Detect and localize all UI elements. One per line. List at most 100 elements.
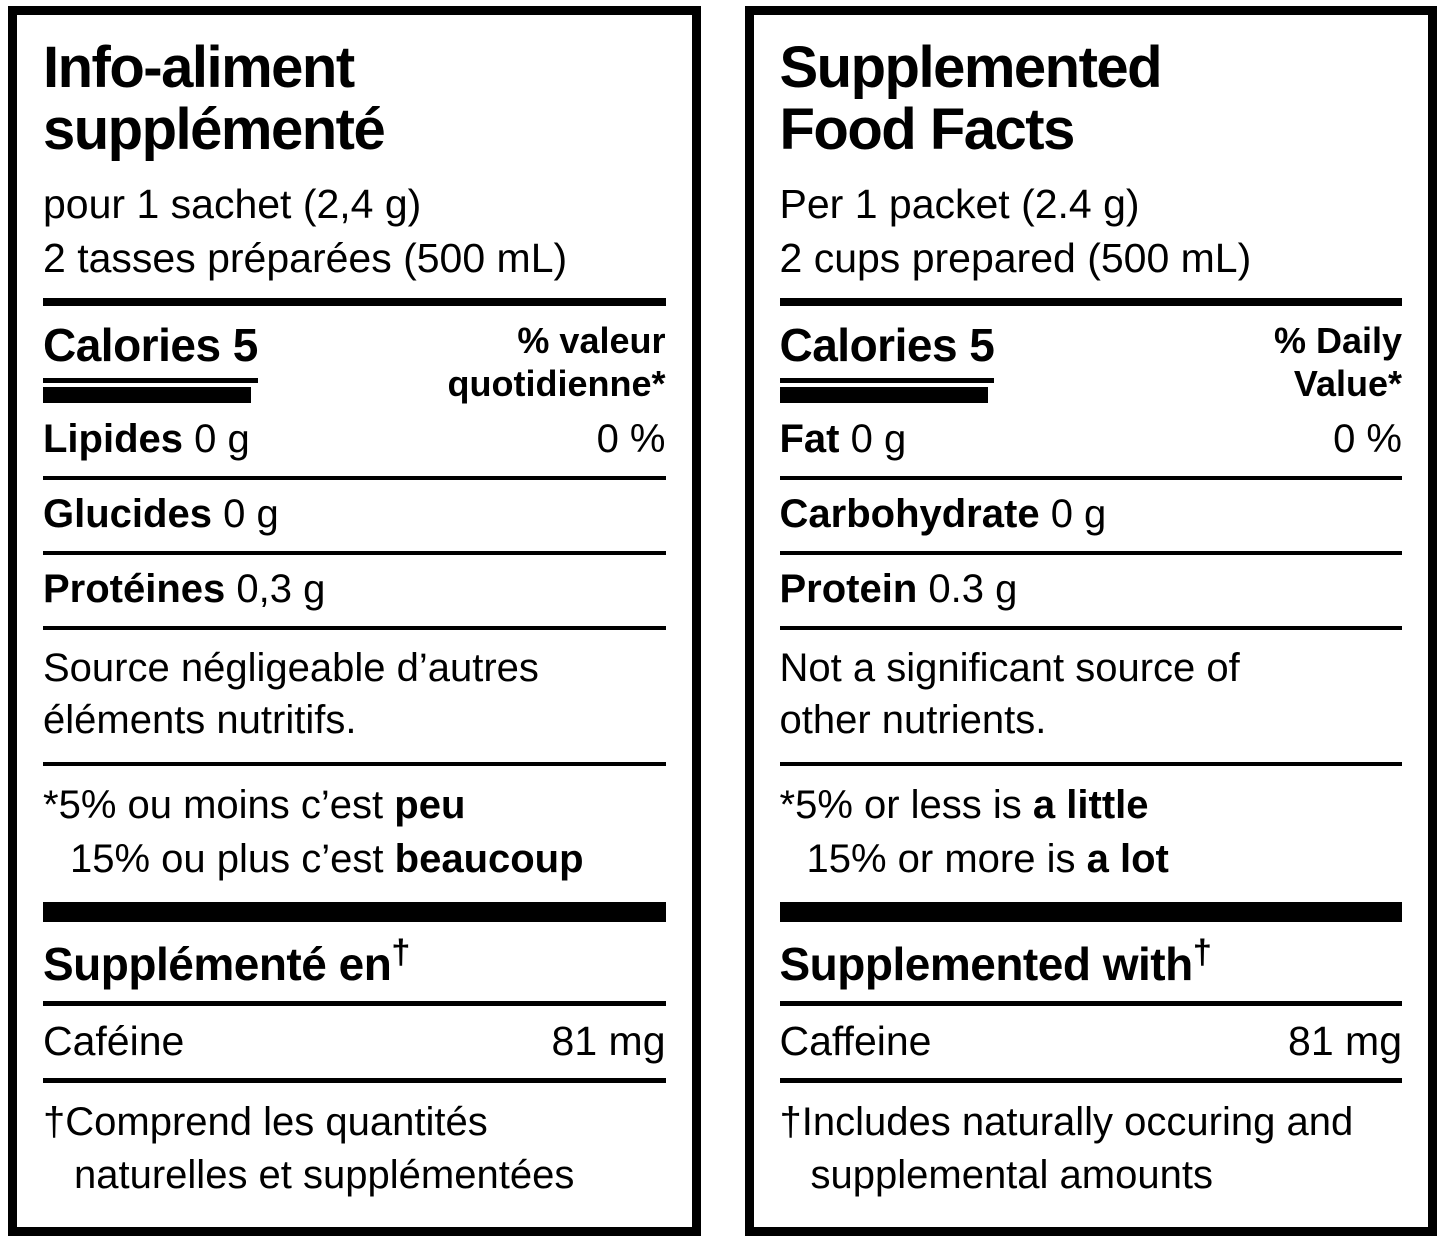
nutrient-name: Fat — [779, 417, 840, 462]
supplement-name: Caféine — [43, 1018, 185, 1065]
dv-header-line: % Daily — [1273, 320, 1402, 362]
calories-thick-bar — [779, 387, 988, 404]
nutrient-label: Protein 0.3 g — [780, 567, 1018, 612]
nutrient-label: Glucides 0 g — [43, 492, 279, 537]
note-line: Source négligeable d’autres — [43, 646, 539, 691]
dagger-note-line: †Includes naturally occuring and — [779, 1100, 1354, 1145]
nutrient-name: Carbohydrate — [779, 492, 1040, 537]
footnote-text: *5% or less is — [779, 783, 1033, 828]
nutrient-row-carbohydrate-en: Carbohydrate 0 g — [780, 480, 1403, 551]
serving-line: Per 1 packet (2.4 g) — [779, 181, 1140, 228]
dagger-footnote-en: †Includes naturally occuring and supplem… — [780, 1083, 1403, 1202]
calories-section-en: Calories 5 % Daily Value* — [779, 318, 1402, 405]
panel-title-en: Supplemented Food Facts — [779, 35, 1403, 163]
daily-value-header-en: % Daily Value* — [1274, 318, 1402, 405]
section-rule — [779, 1078, 1402, 1084]
row-rule — [779, 762, 1402, 767]
header-text: Supplemented with — [779, 938, 1194, 991]
supplemented-with-header-fr: Supplémenté en† — [43, 933, 666, 991]
footnote-text: *5% ou moins c’est — [43, 783, 395, 828]
nutrient-amount: 0 g — [1050, 492, 1107, 537]
dagger-note-line: †Comprend les quantités — [43, 1100, 488, 1145]
serving-line: 2 cups prepared (500 mL) — [779, 235, 1252, 282]
section-rule — [779, 298, 1402, 307]
supplement-name: Caffeine — [779, 1018, 932, 1065]
nutrient-label: Fat 0 g — [780, 417, 907, 462]
nutrient-amount: 0.3 g — [928, 567, 1018, 612]
nutrient-amount: 0,3 g — [236, 567, 326, 612]
note-line: éléments nutritifs. — [43, 698, 357, 743]
nutrient-amount: 0 g — [194, 417, 250, 462]
footnote-line: *5% or less is a little — [780, 778, 1403, 832]
footnote-bold: a little — [1032, 783, 1149, 828]
header-text: Supplémenté en — [43, 938, 392, 991]
nutrient-label: Lipides 0 g — [43, 417, 250, 462]
section-rule — [43, 1078, 666, 1084]
negligible-source-note-en: Not a significant source of other nutrie… — [780, 630, 1403, 762]
footnote-line: *5% ou moins c’est peu — [43, 778, 666, 832]
calories-block: Calories 5 — [779, 318, 995, 404]
nutrient-row-protein-fr: Protéines 0,3 g — [43, 555, 666, 626]
nutrient-row-protein-en: Protein 0.3 g — [780, 555, 1403, 626]
section-rule — [779, 1001, 1402, 1007]
footnote-line: 15% or more is a lot — [780, 832, 1403, 886]
title-line: Supplemented — [779, 35, 1163, 100]
nutrient-name: Glucides — [43, 492, 212, 537]
calories-value: Calories 5 — [779, 318, 995, 384]
percent-dv-footnote-fr: *5% ou moins c’est peu 15% ou plus c’est… — [43, 766, 666, 902]
footnote-line: 15% ou plus c’est beaucoup — [43, 832, 666, 886]
dv-header-line: % valeur — [517, 320, 666, 362]
dagger-footnote-fr: †Comprend les quantités naturelles et su… — [43, 1083, 666, 1202]
row-rule — [43, 626, 666, 631]
dv-header-line: quotidienne* — [447, 362, 666, 404]
section-rule — [43, 298, 666, 307]
row-rule — [779, 476, 1402, 481]
nutrient-name: Protein — [779, 567, 918, 612]
thick-divider-bar — [43, 902, 666, 923]
daily-value-header-fr: % valeur quotidienne* — [448, 318, 666, 405]
row-rule — [43, 551, 666, 556]
serving-line: pour 1 sachet (2,4 g) — [43, 181, 422, 228]
footnote-bold: beaucoup — [394, 837, 584, 882]
dagger-note-line: naturelles et supplémentées — [74, 1153, 575, 1198]
dagger-symbol: † — [1192, 933, 1212, 972]
calories-block: Calories 5 — [43, 318, 258, 404]
row-rule — [43, 476, 666, 481]
row-rule — [43, 762, 666, 767]
note-line: Not a significant source of — [779, 646, 1240, 691]
nutrient-amount: 0 g — [223, 492, 279, 537]
nutrient-label: Protéines 0,3 g — [43, 567, 325, 612]
note-line: other nutrients. — [779, 698, 1047, 743]
thick-divider-bar — [779, 902, 1402, 923]
serving-size-en: Per 1 packet (2.4 g) 2 cups prepared (50… — [780, 177, 1403, 285]
title-line: Food Facts — [779, 97, 1076, 163]
nutrient-amount: 0 g — [850, 417, 907, 462]
supplement-amount: 81 mg — [551, 1018, 666, 1065]
dv-header-line: Value* — [1293, 362, 1402, 404]
footnote-bold: a lot — [1086, 837, 1169, 882]
calories-thick-bar — [43, 387, 251, 404]
supplement-amount: 81 mg — [1288, 1018, 1402, 1065]
nutrition-panel-english: Supplemented Food Facts Per 1 packet (2.… — [744, 6, 1437, 1236]
dagger-note-line: supplemental amounts — [810, 1153, 1213, 1198]
calories-section-fr: Calories 5 % valeur quotidienne* — [43, 318, 666, 405]
nutrient-row-fat-en: Fat 0 g 0 % — [780, 405, 1403, 476]
caffeine-row-en: Caffeine 81 mg — [780, 1006, 1403, 1078]
row-rule — [779, 626, 1402, 631]
footnote-text: 15% or more is — [806, 837, 1087, 882]
nutrient-dv: 0 % — [1333, 417, 1402, 462]
title-line: supplémenté — [43, 97, 386, 163]
nutrient-label: Carbohydrate 0 g — [780, 492, 1107, 537]
footnote-text: 15% ou plus c’est — [70, 837, 395, 882]
row-rule — [779, 551, 1402, 556]
footnote-bold: peu — [394, 783, 466, 828]
section-rule — [43, 1001, 666, 1007]
supplemented-with-header-en: Supplemented with† — [779, 933, 1403, 991]
dagger-symbol: † — [391, 933, 410, 972]
serving-line: 2 tasses préparées (500 mL) — [43, 235, 568, 282]
nutrient-name: Lipides — [43, 417, 184, 462]
nutrient-row-fat-fr: Lipides 0 g 0 % — [43, 405, 666, 476]
negligible-source-note-fr: Source négligeable d’autres éléments nut… — [43, 630, 666, 762]
percent-dv-footnote-en: *5% or less is a little 15% or more is a… — [780, 766, 1403, 902]
